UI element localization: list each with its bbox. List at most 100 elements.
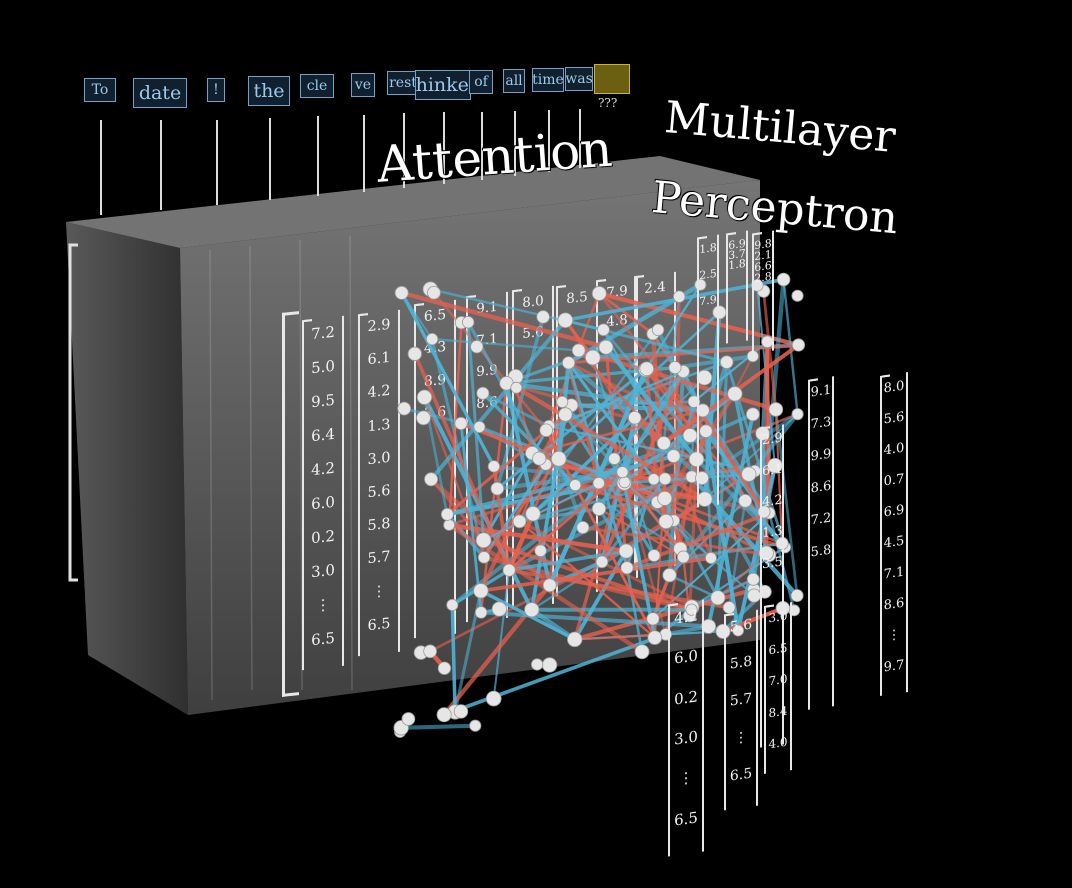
- network-node: [791, 338, 806, 352]
- network-edge: [482, 424, 551, 542]
- network-node: [576, 521, 590, 534]
- network-node: [618, 476, 631, 489]
- network-edge: [600, 477, 667, 564]
- token-connector: [216, 120, 218, 205]
- vector-value: 6.9: [883, 502, 905, 521]
- network-node: [401, 712, 416, 726]
- network-node: [525, 506, 541, 522]
- network-node: [647, 630, 663, 645]
- network-edge: [573, 483, 787, 550]
- network-node: [710, 590, 726, 606]
- token-1: To: [84, 78, 116, 102]
- vector-value: 3.5: [762, 554, 783, 573]
- vector-value: 8.6: [883, 595, 905, 614]
- network-node: [453, 704, 469, 719]
- network-node: [634, 644, 650, 660]
- network-node: [454, 416, 468, 431]
- network-edge: [622, 481, 657, 640]
- network-edge: [668, 573, 720, 600]
- token-10: all: [503, 69, 525, 93]
- vector-value: 1.8: [699, 240, 717, 257]
- vector-value: 0.7: [883, 471, 905, 490]
- network-node: [475, 532, 492, 549]
- token-connector: [403, 113, 405, 188]
- network-node: [424, 472, 439, 487]
- network-node: [776, 272, 791, 287]
- bottom-vector-3: 3.0 6.5 7.0 8.4 4.0: [764, 602, 792, 774]
- vector-value: 5.8: [810, 542, 832, 561]
- token-12: was: [565, 67, 593, 91]
- network-node: [436, 707, 452, 723]
- vector-value: 5.8: [729, 653, 753, 673]
- network-edge: [507, 470, 624, 572]
- bottom-vector-1: 4.2 6.0 0.2 3.0 ⋮ 6.5: [668, 599, 704, 857]
- vector-value: 7.9: [699, 292, 717, 309]
- network-node: [425, 332, 439, 346]
- vector-value: 6.5: [768, 640, 788, 657]
- network-edge: [596, 369, 686, 511]
- network-node: [738, 493, 753, 508]
- output-vector-1: 1.8 2.5 7.9: [697, 234, 719, 508]
- network-edge: [399, 723, 478, 730]
- network-edge: [566, 361, 708, 433]
- network-node: [722, 601, 736, 614]
- token-6: ve: [351, 73, 375, 97]
- network-node: [620, 561, 634, 575]
- network-node: [791, 289, 804, 302]
- network-node: [747, 588, 762, 603]
- network-edge: [591, 356, 656, 557]
- network-node: [427, 285, 441, 300]
- network-node: [571, 343, 586, 358]
- token-connector: [317, 116, 319, 196]
- network-node: [423, 644, 437, 659]
- vector-value: 1.8: [728, 256, 746, 273]
- network-node: [532, 451, 547, 466]
- network-node: [539, 423, 553, 438]
- output-vector-6: 8.0 5.6 4.0 0.7 6.9 4.5 7.1 8.6 ⋮ 9.7: [880, 372, 908, 696]
- network-node: [487, 460, 501, 473]
- vector-value: 8.0: [883, 378, 905, 397]
- token-8: thinker: [415, 70, 471, 100]
- network-node: [768, 402, 784, 417]
- network-node: [474, 606, 488, 619]
- network-node: [470, 340, 484, 354]
- vector-value: 7.0: [768, 671, 788, 689]
- network-node: [490, 481, 505, 496]
- network-node: [502, 563, 516, 577]
- prediction-label: ???: [598, 96, 618, 110]
- output-vector-5: 9.1 7.3 9.9 8.6 7.2 5.8: [808, 376, 834, 710]
- network-node: [790, 589, 804, 603]
- vector-value: 6.5: [729, 765, 753, 785]
- token-11: time: [532, 68, 564, 92]
- token-9: of: [469, 70, 493, 94]
- network-node: [542, 578, 557, 593]
- network-node: [536, 310, 550, 324]
- vector-value: 5.7: [729, 690, 753, 710]
- network-node: [416, 389, 433, 405]
- network-node: [598, 339, 614, 355]
- network-node: [647, 549, 661, 562]
- token-13: [594, 64, 630, 94]
- network-edge: [597, 292, 655, 336]
- vector-value: 2.5: [699, 266, 717, 283]
- token-7: rest: [387, 71, 419, 95]
- vector-value: ⋮: [887, 627, 901, 644]
- token-4: the: [248, 76, 290, 106]
- network-node: [473, 583, 489, 599]
- token-connector: [481, 112, 483, 180]
- network-node: [741, 466, 757, 482]
- network-edge: [625, 541, 784, 570]
- vector-value: 2.9: [762, 430, 783, 449]
- network-node: [647, 473, 660, 486]
- network-node: [591, 286, 607, 301]
- network-node: [597, 323, 610, 337]
- network-node: [657, 490, 673, 506]
- network-node: [524, 602, 540, 618]
- bottom-vector-2: 5.6 5.8 5.7 ⋮ 6.5: [724, 609, 758, 811]
- network-node: [658, 472, 672, 486]
- vector-value: 4.2: [674, 606, 698, 628]
- network-edge: [688, 457, 698, 618]
- vector-value: 2.8: [754, 269, 772, 286]
- network-edge: [399, 291, 496, 469]
